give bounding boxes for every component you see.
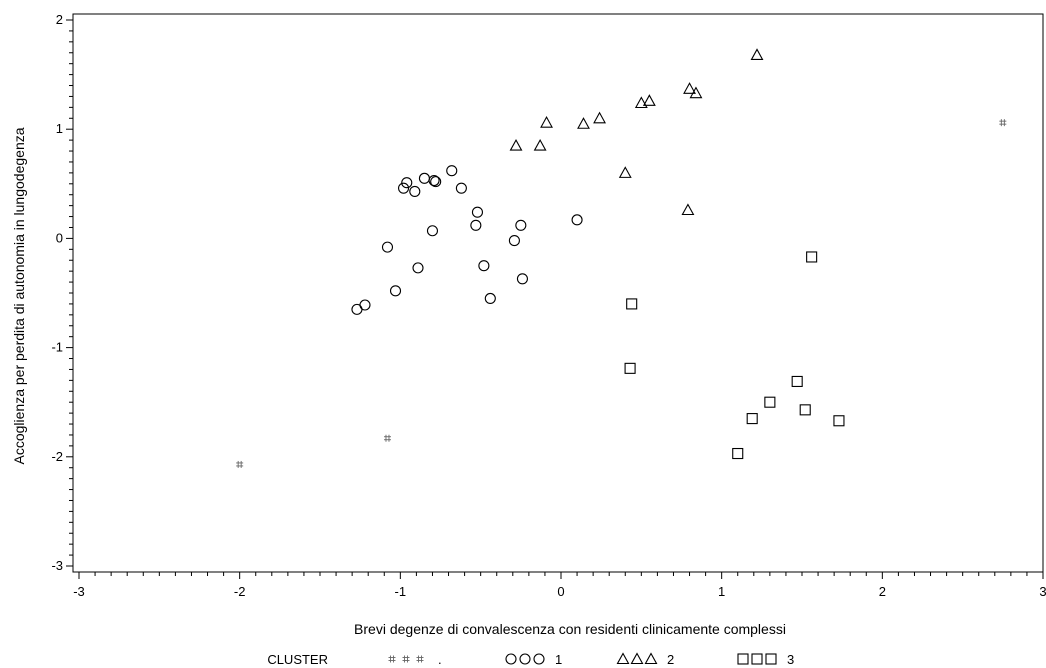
triangle-point [593, 111, 606, 124]
y-tick-label: -1 [51, 340, 63, 355]
x-tick-label: -3 [73, 584, 85, 599]
plot-frame [72, 13, 1044, 573]
triangle-point [509, 138, 523, 151]
circle-point [418, 172, 430, 184]
triangle-point [540, 116, 553, 128]
square-point [833, 415, 845, 427]
triangle-point [618, 166, 632, 178]
triangle-point [577, 117, 590, 129]
legend-square-marker [765, 653, 777, 665]
x-tick-label: -1 [395, 584, 407, 599]
legend-square-marker [737, 653, 749, 665]
legend-circle-marker [533, 653, 545, 665]
legend-circle-marker [519, 653, 531, 665]
triangle-point [634, 96, 648, 109]
square-point [806, 251, 818, 263]
y-axis: -3 -2 -1 0 1 2 [51, 12, 73, 573]
square-point [764, 396, 776, 408]
legend-triangle-marker [644, 652, 658, 665]
y-tick-label: 0 [56, 230, 63, 245]
circle-point [430, 176, 442, 188]
triangle-point [689, 86, 703, 99]
hash-point [236, 460, 244, 468]
circle-point [516, 273, 528, 285]
square-point [732, 447, 744, 460]
circle-point [571, 214, 583, 226]
y-tick-label: 1 [56, 121, 63, 136]
circle-point [471, 206, 484, 218]
legend-circle-marker [505, 653, 517, 665]
triangle-point [681, 203, 695, 216]
legend-hash-marker [416, 655, 424, 663]
x-tick-label: -2 [234, 584, 246, 599]
triangle-point [642, 94, 656, 106]
circle-point [359, 299, 371, 311]
data-points [236, 48, 1007, 468]
circle-point [401, 177, 413, 189]
circle-point [409, 185, 421, 197]
hash-point [383, 434, 391, 442]
legend: CLUSTER . 1 2 3 [267, 652, 794, 667]
circle-point [508, 235, 520, 247]
legend-label: 1 [555, 652, 562, 667]
circle-point [470, 219, 482, 231]
legend-hash-marker [402, 655, 410, 663]
x-tick-label: 0 [557, 584, 564, 599]
legend-label: 2 [667, 652, 674, 667]
circle-point [446, 165, 458, 177]
circle-point [426, 225, 439, 237]
square-point [746, 413, 758, 425]
legend-triangle-marker [616, 652, 630, 665]
circle-point [381, 241, 394, 253]
square-point [624, 362, 636, 374]
square-point [791, 375, 803, 388]
y-tick-label: -2 [51, 449, 63, 464]
legend-square-marker [751, 653, 763, 665]
square-point [626, 298, 638, 310]
legend-triangle-marker [630, 652, 644, 665]
legend-label: 3 [787, 652, 794, 667]
x-axis: -3 -2 -1 0 1 2 3 [73, 572, 1046, 599]
y-tick-label: 2 [56, 12, 63, 27]
circle-point [515, 219, 527, 231]
circle-point [478, 260, 490, 272]
triangle-point [750, 48, 764, 60]
legend-title: CLUSTER [267, 652, 328, 667]
circle-point [412, 262, 424, 274]
legend-label: . [438, 652, 442, 667]
legend-hash-marker [388, 655, 396, 663]
y-axis-title: Accoglienza per perdita di autonomia in … [11, 127, 27, 464]
x-tick-label: 1 [718, 584, 725, 599]
x-tick-label: 3 [1039, 584, 1046, 599]
circle-point [484, 292, 496, 305]
circle-point [428, 174, 440, 187]
square-point [799, 404, 811, 416]
triangle-point [533, 138, 547, 151]
circle-point [455, 182, 467, 194]
triangle-point [683, 82, 696, 94]
circle-point [389, 285, 402, 297]
x-axis-title: Brevi degenze di convalescenza con resid… [354, 621, 786, 637]
circle-point [397, 182, 410, 194]
x-tick-label: 2 [879, 584, 886, 599]
hash-point [999, 119, 1007, 127]
y-tick-label: -3 [51, 558, 63, 573]
